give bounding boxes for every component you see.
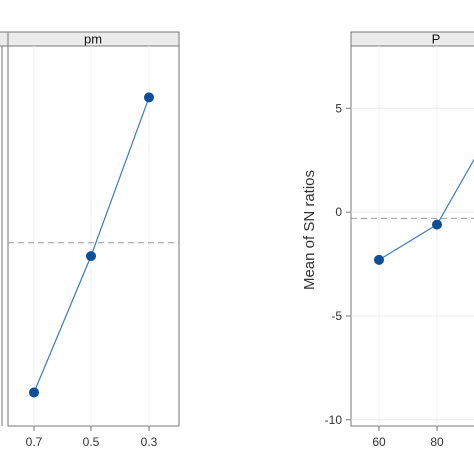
panel-P-markers — [374, 219, 442, 265]
y-tick-label-1: 0 — [335, 205, 342, 219]
panel-P-x-ticks: 60 80 — [372, 426, 444, 449]
x-tick-label-0.7: 0.7 — [26, 435, 43, 449]
panel-pm-markers — [29, 92, 154, 398]
x-tick-label-0.3: 0.3 — [141, 435, 158, 449]
data-point-60 — [374, 254, 384, 265]
y-tick-label-3: -10 — [325, 413, 343, 427]
panel-P-series-line — [378, 158, 474, 261]
data-point-0.5 — [86, 251, 96, 262]
panel-pm-frame — [7, 45, 180, 427]
x-tick-label-60: 60 — [372, 435, 386, 449]
panel-pm: pm 0.7 0.5 0.3 — [7, 31, 180, 449]
panel-pm-x-ticks: 0.7 0.5 0.3 — [26, 426, 158, 449]
y-tick-label-0: 5 — [335, 101, 342, 115]
data-point-80 — [432, 219, 442, 230]
panel-P: P 60 80 5 0 -5 -10 Mean of SN ratios — [301, 31, 474, 449]
y-tick-label-2: -5 — [331, 309, 342, 323]
panel-P-header-label: P — [432, 32, 441, 47]
panel-P-y-ticks: 5 0 -5 -10 — [325, 101, 351, 427]
x-tick-label-0.5: 0.5 — [83, 435, 100, 449]
y-axis-label: Mean of SN ratios — [301, 170, 318, 290]
x-tick-label-80: 80 — [430, 435, 444, 449]
panel-P-frame — [350, 45, 474, 427]
left-clipped-header — [0, 31, 9, 47]
panel-P-header-bg — [350, 31, 474, 47]
panel-pm-header-label: pm — [84, 32, 102, 47]
panel-pm-gridlines — [33, 46, 150, 426]
data-point-0.7 — [29, 387, 39, 398]
data-point-0.3 — [144, 92, 154, 103]
panel-P-gridlines — [351, 46, 474, 426]
